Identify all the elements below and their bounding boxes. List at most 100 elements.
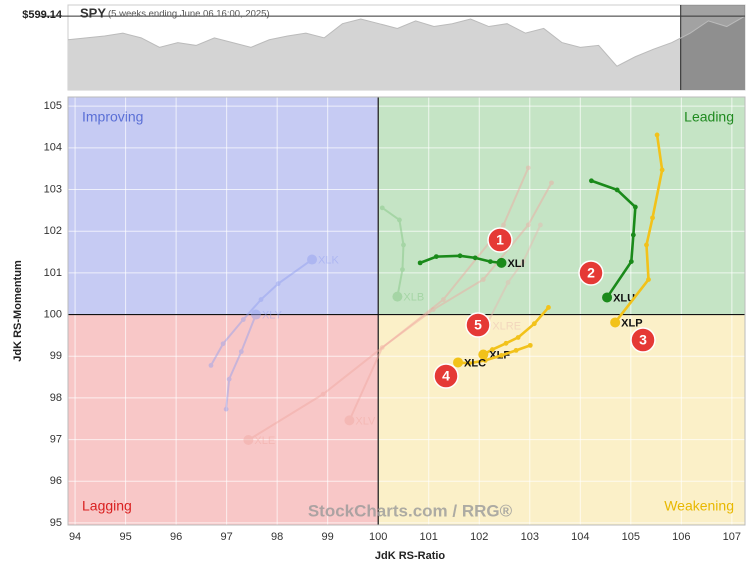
annotation-number: 2 — [587, 265, 595, 281]
tail-point — [644, 242, 649, 248]
tail-name: XLK — [318, 254, 339, 266]
tail-point — [589, 178, 594, 184]
tail-point — [513, 347, 519, 353]
tail-point — [546, 305, 551, 310]
y-tick-label: 96 — [50, 475, 62, 487]
x-tick-label: 103 — [521, 531, 539, 543]
tail-point — [630, 232, 636, 238]
y-axis-title: JdK RS-Momentum — [12, 260, 24, 362]
tail-point — [320, 391, 326, 397]
tail-point — [489, 347, 495, 352]
tail-point — [400, 267, 405, 272]
tail-point — [226, 376, 232, 382]
annotation-badge — [465, 312, 491, 338]
tail-point — [238, 349, 244, 355]
tail-point — [482, 357, 488, 363]
tail-line — [381, 207, 405, 297]
x-tick-label: 104 — [571, 531, 589, 543]
tail-point — [258, 297, 264, 302]
tail-point — [379, 345, 385, 350]
tail: XLI — [417, 253, 525, 270]
tail-name: XLV — [355, 415, 376, 427]
plot-frame — [67, 96, 746, 526]
tail-point — [503, 340, 509, 346]
tail-point — [379, 205, 385, 211]
x-tick-label: 97 — [221, 531, 233, 543]
tail: XLK — [208, 254, 339, 368]
annotation-number: 4 — [442, 368, 450, 384]
quadrant-label: Improving — [82, 109, 143, 125]
spy-subtitle: (5 weeks ending June 06 16:00, 2025) — [108, 9, 270, 20]
annotation-number: 1 — [496, 232, 504, 248]
tail-head — [392, 291, 403, 302]
y-tick-label: 99 — [50, 350, 62, 362]
tail-point — [430, 307, 436, 312]
tail-head — [496, 257, 507, 268]
tail-name: XLB — [403, 292, 424, 304]
x-tick-label: 101 — [420, 531, 438, 543]
tail-line — [614, 134, 664, 324]
tail: XLC — [453, 342, 533, 369]
tail: XLE — [243, 165, 531, 447]
y-tick-label: 100 — [44, 308, 62, 320]
tail-name: XLU — [613, 292, 635, 304]
tail-point — [223, 406, 229, 412]
tail-point — [240, 317, 246, 322]
tail-point — [527, 342, 533, 348]
tail-point — [480, 277, 486, 282]
quadrant-label: Lagging — [82, 498, 132, 514]
quadrant-label: Weakening — [664, 498, 734, 514]
tail-point — [537, 222, 543, 228]
tail-line — [348, 182, 553, 421]
x-tick-label: 107 — [723, 531, 741, 543]
annotation-badge — [433, 363, 459, 389]
y-tick-label: 101 — [44, 267, 62, 279]
annotation-badge — [630, 327, 656, 353]
tail-head — [602, 292, 613, 303]
x-tick-label: 94 — [69, 531, 81, 543]
tail-point — [501, 222, 506, 228]
tail: XLB — [379, 205, 424, 304]
tail-name: XLI — [507, 258, 524, 270]
tail-point — [433, 254, 439, 260]
tail-point — [440, 297, 446, 302]
tail-line — [485, 224, 542, 326]
tail-point — [466, 360, 472, 366]
x-tick-label: 96 — [170, 531, 182, 543]
tail-head — [250, 309, 261, 320]
tail-head — [243, 434, 254, 445]
quadrant — [68, 97, 379, 315]
x-tick-label: 100 — [369, 531, 387, 543]
tail-point — [525, 165, 531, 171]
tail-point — [659, 167, 665, 173]
y-tick-label: 104 — [44, 142, 62, 154]
tail-point — [417, 260, 423, 266]
tail-point — [646, 277, 651, 282]
tail-point — [457, 253, 463, 259]
tail: XLV — [344, 180, 554, 427]
quadrant-label: Leading — [684, 109, 734, 125]
tail-line — [225, 314, 257, 410]
x-tick-label: 102 — [470, 531, 488, 543]
tail-point — [628, 259, 634, 265]
tail-name: XLP — [621, 317, 642, 329]
tail-point — [487, 259, 493, 265]
y-tick-label: 98 — [50, 392, 62, 404]
tail: XLU — [589, 178, 638, 304]
tail-point — [549, 180, 554, 186]
quadrant — [378, 314, 745, 525]
annotation-badge — [487, 227, 513, 253]
y-tick-label: 103 — [44, 183, 62, 195]
annotation-badge — [578, 260, 604, 286]
tail-line — [247, 167, 530, 441]
y-tick-label: 97 — [50, 433, 62, 445]
tail-point — [208, 362, 214, 368]
annotation-number: 5 — [474, 317, 482, 333]
tail-name: XLE — [254, 435, 275, 447]
tail-line — [210, 258, 313, 366]
tail-head — [344, 415, 355, 426]
tail-point — [397, 217, 402, 223]
watermark: StockCharts.com / RRG® — [308, 501, 513, 520]
tail-head — [307, 254, 318, 265]
